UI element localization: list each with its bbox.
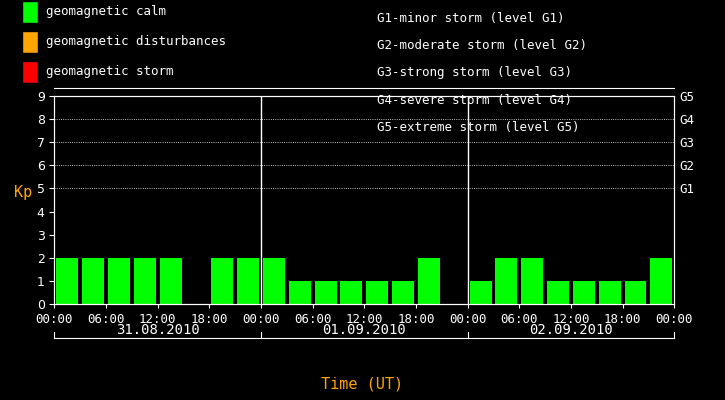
Bar (624, 281, 647, 304)
Bar (650, 258, 672, 304)
Bar (211, 258, 233, 304)
Bar (134, 258, 156, 304)
Text: 01.09.2010: 01.09.2010 (323, 323, 406, 337)
Bar (495, 258, 518, 304)
Bar (289, 281, 311, 304)
Text: geomagnetic disturbances: geomagnetic disturbances (46, 36, 226, 48)
Bar (315, 281, 336, 304)
Bar (418, 258, 440, 304)
Bar (470, 281, 492, 304)
Bar (366, 281, 388, 304)
Bar (573, 281, 594, 304)
Text: G1-minor storm (level G1): G1-minor storm (level G1) (377, 12, 565, 25)
Bar (57, 258, 78, 304)
Bar (82, 258, 104, 304)
Text: geomagnetic calm: geomagnetic calm (46, 6, 167, 18)
Text: Time (UT): Time (UT) (321, 376, 404, 392)
Bar (341, 281, 362, 304)
Bar (160, 258, 181, 304)
Text: 31.08.2010: 31.08.2010 (116, 323, 199, 337)
Text: G2-moderate storm (level G2): G2-moderate storm (level G2) (377, 39, 587, 52)
Text: geomagnetic storm: geomagnetic storm (46, 66, 174, 78)
Bar (263, 258, 285, 304)
Bar (392, 281, 414, 304)
Bar (108, 258, 130, 304)
Bar (547, 281, 569, 304)
Text: G5-extreme storm (level G5): G5-extreme storm (level G5) (377, 121, 579, 134)
Y-axis label: Kp: Kp (14, 185, 32, 200)
Text: G3-strong storm (level G3): G3-strong storm (level G3) (377, 66, 572, 80)
Bar (521, 258, 543, 304)
Text: 02.09.2010: 02.09.2010 (529, 323, 613, 337)
Bar (599, 281, 621, 304)
Text: G4-severe storm (level G4): G4-severe storm (level G4) (377, 94, 572, 107)
Bar (237, 258, 259, 304)
